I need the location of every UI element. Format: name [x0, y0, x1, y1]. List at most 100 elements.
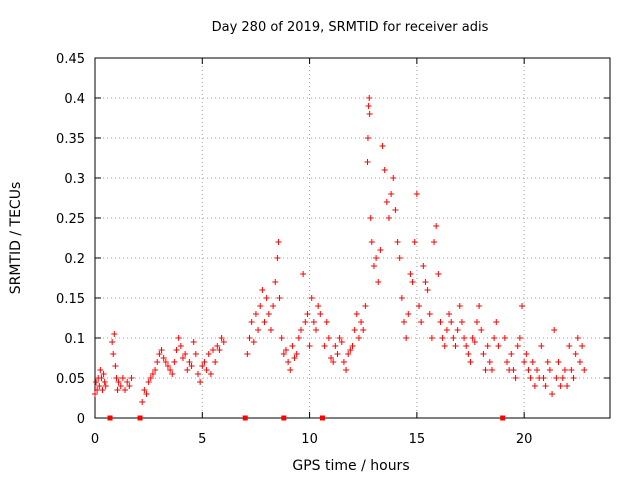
- plot-area-frame: [94, 57, 611, 419]
- data-point: [465, 351, 472, 357]
- data-point: [398, 295, 405, 301]
- data-point: [173, 347, 180, 353]
- data-point: [328, 355, 335, 361]
- data-point: [355, 335, 362, 341]
- data-point: [551, 327, 558, 333]
- data-point: [285, 359, 292, 365]
- data-point: [416, 303, 423, 309]
- data-point: [418, 319, 425, 325]
- data-point: [478, 327, 485, 333]
- data-point: [561, 367, 568, 373]
- data-point: [92, 391, 98, 397]
- x-tick-label: 10: [301, 432, 318, 447]
- data-point: [435, 271, 442, 277]
- data-point: [250, 339, 257, 345]
- data-point: [349, 343, 356, 349]
- data-point: [351, 327, 358, 333]
- data-point: [205, 351, 212, 357]
- data-point: [207, 371, 214, 377]
- data-point: [248, 319, 255, 325]
- data-point: [377, 247, 384, 253]
- data-point: [358, 319, 365, 325]
- data-point: [295, 335, 302, 341]
- data-point: [373, 255, 380, 261]
- data-point: [385, 215, 392, 221]
- data-point: [564, 383, 571, 389]
- data-point: [220, 339, 227, 345]
- data-point: [122, 387, 129, 393]
- data-point: [317, 311, 324, 317]
- data-point: [501, 335, 508, 341]
- data-point: [101, 379, 108, 385]
- data-point: [394, 239, 401, 245]
- data-point: [463, 343, 470, 349]
- data-point: [469, 335, 476, 341]
- data-point: [197, 379, 204, 385]
- data-point: [381, 167, 388, 173]
- data-point: [388, 191, 395, 197]
- data-point: [396, 255, 403, 261]
- data-point: [255, 327, 262, 333]
- data-point: [516, 335, 523, 341]
- data-point: [431, 239, 438, 245]
- data-point: [100, 371, 107, 377]
- data-point: [190, 339, 197, 345]
- data-point: [267, 327, 274, 333]
- data-point: [143, 391, 150, 397]
- gap-marker: [107, 415, 113, 421]
- data-point: [540, 375, 547, 381]
- data-point: [102, 383, 109, 389]
- data-point: [390, 175, 397, 181]
- data-point: [162, 359, 169, 365]
- x-tick-label: 15: [409, 432, 426, 447]
- y-tick-label: 0.35: [56, 132, 85, 147]
- data-point: [480, 351, 487, 357]
- data-point: [525, 367, 532, 373]
- data-point: [98, 375, 105, 381]
- y-tick-label: 0.4: [64, 92, 85, 107]
- data-point: [446, 311, 453, 317]
- x-tick-label: 0: [91, 432, 99, 447]
- data-point: [261, 319, 268, 325]
- data-point: [493, 319, 500, 325]
- data-point: [126, 383, 133, 389]
- data-point: [154, 359, 161, 365]
- data-point: [413, 191, 420, 197]
- data-point: [508, 351, 515, 357]
- data-point: [362, 303, 369, 309]
- y-tick-label: 0.05: [56, 372, 85, 387]
- data-point: [407, 271, 414, 277]
- y-tick-label: 0.3: [64, 172, 85, 187]
- data-point: [124, 379, 131, 385]
- y-axis-ticks: 0 0.05 0.1 0.15 0.2 0.25 0.3 0.35 0.4 0.45: [56, 52, 610, 427]
- data-point: [510, 367, 517, 373]
- data-point: [280, 351, 287, 357]
- data-point: [216, 347, 223, 353]
- data-point: [538, 343, 545, 349]
- data-point: [360, 327, 367, 333]
- data-point: [439, 335, 446, 341]
- data-point: [214, 343, 221, 349]
- data-point: [473, 319, 480, 325]
- data-point: [244, 351, 251, 357]
- data-point: [323, 319, 330, 325]
- data-point: [139, 399, 146, 405]
- grid-lines: [95, 58, 610, 418]
- data-point: [272, 279, 279, 285]
- data-point: [97, 367, 104, 373]
- gap-marker: [137, 415, 143, 421]
- data-point: [364, 135, 371, 141]
- data-point: [203, 367, 210, 373]
- data-point: [549, 391, 556, 397]
- data-point: [555, 359, 562, 365]
- data-point: [441, 343, 448, 349]
- data-point: [195, 371, 201, 377]
- gap-marker: [242, 415, 248, 421]
- data-point: [179, 355, 186, 361]
- data-point: [411, 239, 418, 245]
- data-point: [246, 335, 253, 341]
- data-point: [366, 111, 373, 117]
- data-point: [263, 295, 270, 301]
